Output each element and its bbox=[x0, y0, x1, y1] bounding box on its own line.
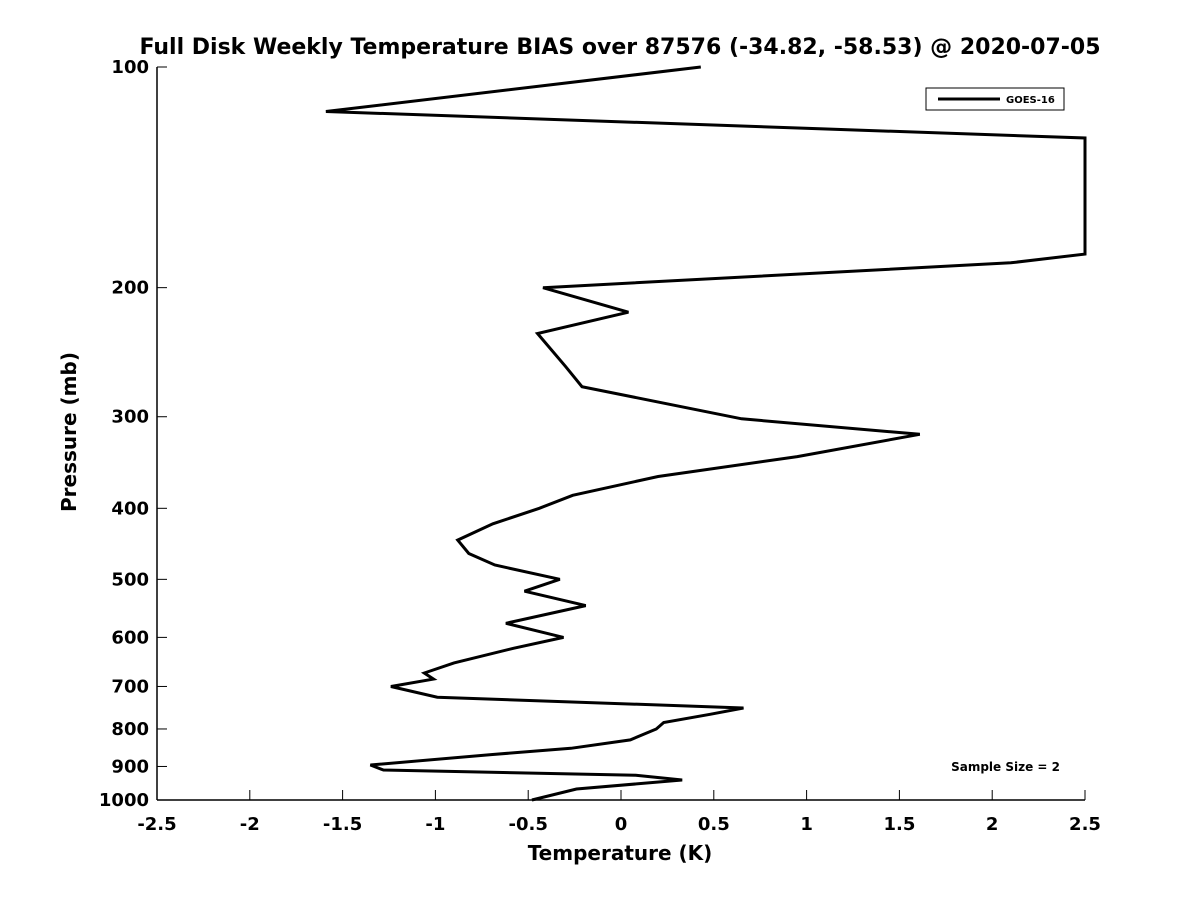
y-tick-label: 800 bbox=[111, 719, 149, 740]
y-axis: 100 200 300 400 500 600 700 800 900 1000 bbox=[99, 57, 167, 811]
x-tick-label: -2 bbox=[240, 814, 260, 835]
x-tick-label: -1 bbox=[425, 814, 445, 835]
series-line-goes-16 bbox=[325, 65, 1087, 802]
y-tick-label: 900 bbox=[111, 756, 149, 777]
y-axis-label: Pressure (mb) bbox=[57, 352, 81, 512]
x-tick-label: -2.5 bbox=[137, 814, 176, 835]
x-axis: -2.5 -2 -1.5 -1 -0.5 0 0.5 1 1.5 2 2.5 bbox=[137, 790, 1101, 835]
y-tick-label: 400 bbox=[111, 498, 149, 519]
legend-label: GOES-16 bbox=[1006, 95, 1055, 106]
x-tick-label: 2.5 bbox=[1069, 814, 1101, 835]
legend: GOES-16 bbox=[925, 87, 1065, 111]
y-tick-label: 300 bbox=[111, 407, 149, 428]
x-tick-label: 1 bbox=[800, 814, 813, 835]
chart-title: Full Disk Weekly Temperature BIAS over 8… bbox=[139, 35, 1100, 60]
x-tick-label: 0.5 bbox=[698, 814, 730, 835]
y-tick-label: 600 bbox=[111, 627, 149, 648]
y-tick-label: 500 bbox=[111, 569, 149, 590]
x-tick-label: -1.5 bbox=[323, 814, 362, 835]
x-tick-label: 0 bbox=[615, 814, 628, 835]
y-tick-label: 100 bbox=[111, 57, 149, 78]
y-tick-label: 1000 bbox=[99, 790, 149, 811]
x-tick-label: -0.5 bbox=[509, 814, 548, 835]
sample-size-annotation: Sample Size = 2 bbox=[951, 760, 1060, 774]
x-tick-label: 2 bbox=[986, 814, 999, 835]
y-tick-label: 700 bbox=[111, 676, 149, 697]
x-tick-label: 1.5 bbox=[883, 814, 915, 835]
x-axis-label: Temperature (K) bbox=[528, 841, 713, 865]
plot-area bbox=[325, 65, 1087, 802]
y-tick-label: 200 bbox=[111, 278, 149, 299]
